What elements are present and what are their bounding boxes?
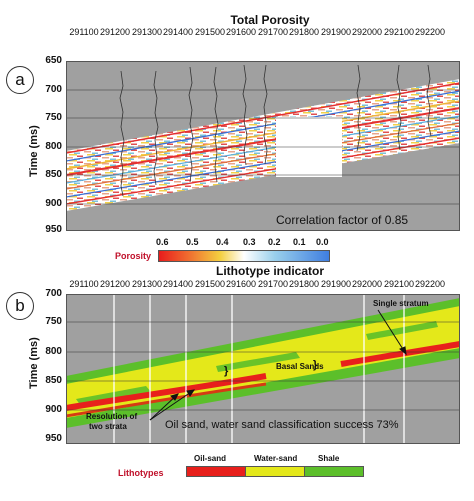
x-tick: 292100 (383, 27, 415, 37)
y-tick: 700 (45, 288, 62, 299)
x-tick: 292000 (351, 279, 383, 289)
note-resolution-line2: two strata (89, 422, 127, 431)
porosity-colorbar (158, 250, 330, 262)
y-tick: 850 (45, 375, 62, 386)
y-tick: 750 (45, 112, 62, 123)
svg-text:}: } (224, 365, 229, 377)
x-tick: 291200 (99, 279, 131, 289)
y-tick: 900 (45, 404, 62, 415)
x-tick: 292200 (414, 27, 446, 37)
colorbar-tick: 0.3 (243, 237, 256, 247)
panel-b-title: Lithotype indicator (216, 264, 324, 278)
colorbar-tick: 0.2 (268, 237, 281, 247)
colorbar-tick: 0.5 (186, 237, 199, 247)
well-locations (113, 294, 405, 444)
y-tick: 700 (45, 84, 62, 95)
x-tick: 291800 (288, 279, 320, 289)
x-tick: 291500 (194, 27, 226, 37)
legend-title: Lithotypes (118, 468, 164, 478)
well-logs (119, 64, 432, 197)
legend-label-shale: Shale (318, 454, 340, 463)
annotation-arrows (149, 309, 407, 421)
y-tick: 950 (45, 433, 62, 444)
colorbar-tick: 0.0 (316, 237, 329, 247)
panel-a-title: Total Porosity (230, 13, 310, 27)
x-tick: 292100 (383, 279, 415, 289)
x-tick: 291400 (162, 279, 194, 289)
x-tick: 291600 (225, 279, 257, 289)
legend-label-water-sand: Water-sand (254, 454, 298, 463)
note-resolution-line1: Resolution of (86, 412, 138, 421)
x-tick: 291800 (288, 27, 320, 37)
panel-b-annotation: Oil sand, water sand classification succ… (165, 419, 399, 431)
porosity-colorbar-ticks: 0.6 0.5 0.4 0.3 0.2 0.1 0.0 (0, 237, 474, 249)
x-tick: 291700 (257, 279, 289, 289)
x-tick: 291200 (99, 27, 131, 37)
x-tick: 291500 (194, 279, 226, 289)
y-tick: 900 (45, 198, 62, 209)
colorbar-tick: 0.4 (216, 237, 229, 247)
svg-text:}: } (313, 359, 318, 371)
porosity-horizons (66, 82, 460, 205)
legend-label-oil-sand: Oil-sand (194, 454, 227, 463)
x-tick: 292000 (351, 27, 383, 37)
lithotype-section-image: } } (66, 294, 460, 444)
porosity-band (66, 79, 460, 211)
porosity-colorbar-title: Porosity (115, 251, 152, 261)
colorbar-tick: 0.1 (293, 237, 306, 247)
panel-a-annotation: Correlation factor of 0.85 (276, 213, 409, 227)
colorbar-tick: 0.6 (156, 237, 169, 247)
x-tick: 292200 (414, 279, 446, 289)
x-tick: 291300 (131, 27, 163, 37)
panel-b-x-ticks: 291100 291200 291300 291400 291500 29160… (0, 279, 474, 291)
panel-a-x-ticks: 291100 291200 291300 291400 291500 29160… (0, 27, 474, 39)
y-tick: 750 (45, 316, 62, 327)
x-tick: 291900 (320, 279, 352, 289)
panel-b-y-ticks: 700 750 800 850 900 950 (36, 0, 66, 450)
legend-swatch-shale (304, 466, 364, 477)
panel-b-letter: b (6, 292, 34, 320)
y-tick: 800 (45, 346, 62, 357)
y-tick: 800 (45, 141, 62, 152)
grid-lines (66, 89, 460, 205)
y-tick: 950 (45, 224, 62, 235)
x-tick: 291600 (225, 27, 257, 37)
note-single-stratum: Single stratum (373, 299, 429, 308)
panel-a-letter: a (6, 66, 34, 94)
porosity-section-image (66, 61, 460, 231)
legend-swatch-water-sand (245, 466, 305, 477)
grid-lines (66, 321, 460, 411)
x-tick: 291900 (320, 27, 352, 37)
x-tick: 291700 (257, 27, 289, 37)
x-tick: 291400 (162, 27, 194, 37)
lithotype-legend: Oil-sand Water-sand Shale Lithotypes (0, 452, 474, 492)
panel-a-y-ticks: 650 700 750 800 850 900 950 (36, 0, 66, 240)
note-basal-sands: Basal Sands (276, 362, 324, 371)
legend-swatch-oil-sand (186, 466, 246, 477)
y-tick: 650 (45, 55, 62, 66)
y-tick: 850 (45, 169, 62, 180)
x-tick: 291100 (69, 27, 99, 37)
x-tick: 291300 (131, 279, 163, 289)
x-tick: 291100 (69, 279, 99, 289)
